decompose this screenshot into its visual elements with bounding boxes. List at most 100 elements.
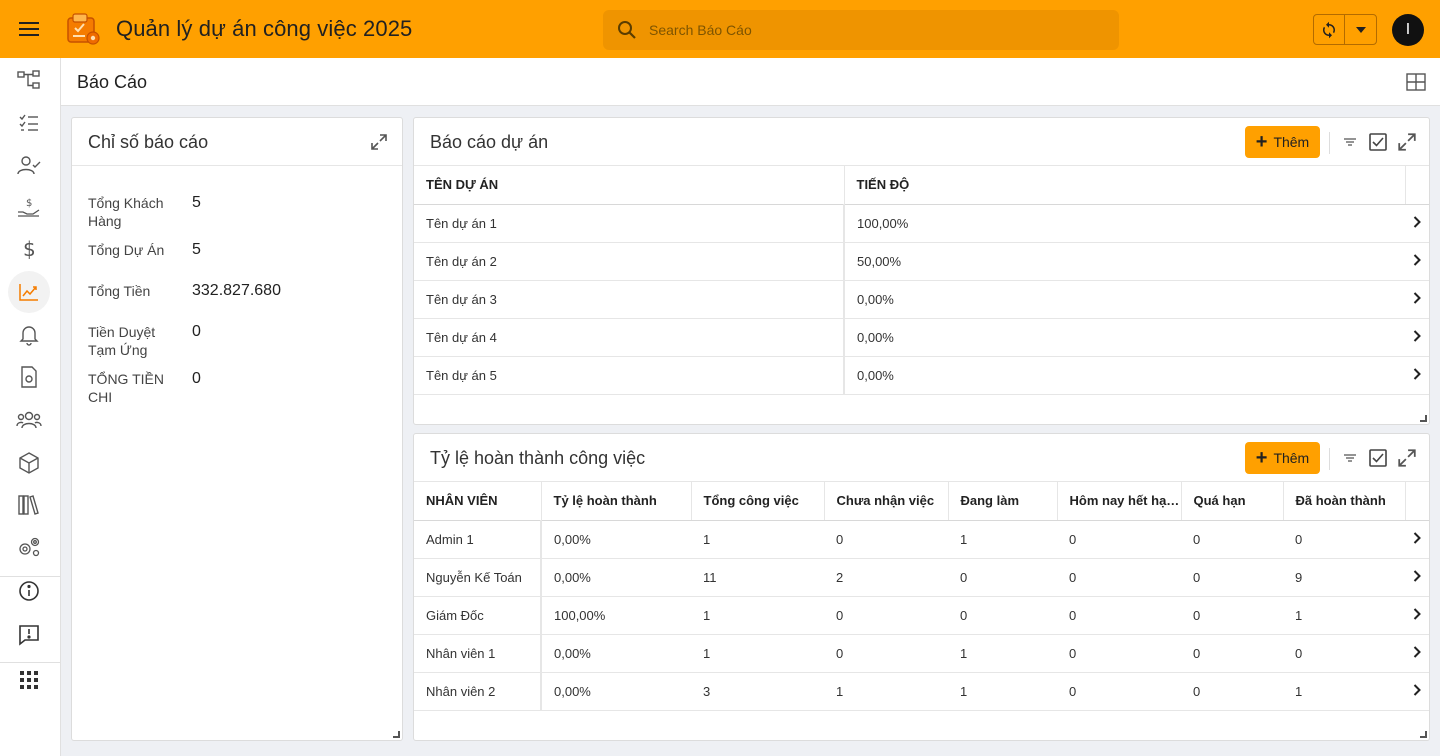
metric-label: Tổng Tiền	[88, 283, 151, 299]
table-row[interactable]: Tên dự án 4 0,00%	[414, 318, 1429, 357]
menu-button[interactable]	[0, 0, 58, 58]
sidebar-item-users[interactable]	[8, 144, 50, 186]
workflow-icon	[17, 70, 40, 89]
table-row[interactable]: Giám Đốc 100,00% 1 0 0 0 0 1	[414, 596, 1429, 635]
sidebar-item-payment[interactable]: $	[8, 186, 50, 228]
layout-grid-icon[interactable]	[1406, 72, 1426, 92]
hand-money-icon: $	[18, 198, 40, 217]
sidebar-item-products[interactable]	[8, 442, 50, 484]
sidebar-item-settings[interactable]	[8, 526, 50, 568]
table-row[interactable]: Admin 1 0,00% 1 0 1 0 0 0	[414, 520, 1429, 559]
row-chevron[interactable]	[1405, 318, 1429, 357]
sidebar-item-team[interactable]	[8, 399, 50, 441]
sidebar-item-library[interactable]	[8, 484, 50, 526]
column-header[interactable]: Đang làm	[948, 482, 1058, 521]
column-header[interactable]: Chưa nhận việc	[824, 482, 949, 521]
metric-label: TỔNG TIỀN CHI	[88, 371, 164, 405]
total-tasks-cell: 1	[691, 520, 824, 559]
expand-icon[interactable]	[1397, 448, 1417, 468]
sync-button[interactable]	[1314, 15, 1345, 44]
filter-icon[interactable]	[1340, 132, 1360, 152]
table-row[interactable]: Nhân viên 1 0,00% 1 0 1 0 0 0	[414, 634, 1429, 673]
sync-icon	[1323, 21, 1335, 38]
task-panel-header: Tỷ lệ hoàn thành công việc + Thêm	[414, 434, 1429, 482]
metric-label: Tiền Duyệt Tạm Ứng	[88, 324, 156, 358]
sidebar-item-notifications[interactable]	[8, 314, 50, 356]
sidebar-item-feedback[interactable]	[8, 614, 50, 656]
column-header[interactable]: TÊN DỰ ÁN	[414, 166, 845, 205]
row-chevron[interactable]	[1405, 356, 1429, 395]
sidebar-item-documents[interactable]	[8, 356, 50, 398]
library-icon	[18, 495, 39, 515]
row-chevron[interactable]	[1405, 634, 1429, 673]
checkbox-select-icon[interactable]	[1368, 132, 1388, 152]
sidebar-item-apps[interactable]	[8, 659, 50, 701]
metric-label: Tổng Khách Hàng	[88, 195, 164, 229]
feedback-icon	[19, 625, 39, 646]
overdue-cell: 0	[1181, 596, 1283, 635]
metric-value: 0	[192, 323, 201, 340]
project-progress-cell: 0,00%	[844, 318, 1405, 357]
search-input[interactable]	[649, 22, 1089, 38]
column-header[interactable]: NHÂN VIÊN	[414, 482, 542, 521]
table-row[interactable]: Tên dự án 1 100,00%	[414, 204, 1429, 243]
add-task-button[interactable]: + Thêm	[1245, 442, 1320, 474]
column-header[interactable]: Tỷ lệ hoàn thành	[541, 482, 692, 521]
filter-icon[interactable]	[1340, 448, 1360, 468]
chevron-right-icon	[1413, 291, 1421, 304]
in-progress-cell: 0	[948, 558, 1057, 597]
add-project-button[interactable]: + Thêm	[1245, 126, 1320, 158]
row-chevron[interactable]	[1405, 672, 1429, 711]
search-bar[interactable]	[603, 10, 1119, 50]
row-chevron[interactable]	[1405, 242, 1429, 281]
resize-handle[interactable]	[1420, 415, 1427, 422]
add-button-label: Thêm	[1273, 450, 1310, 466]
resize-handle[interactable]	[1420, 731, 1427, 738]
sidebar-item-workflow[interactable]	[8, 59, 50, 101]
column-header-spacer	[1405, 482, 1429, 521]
project-table: TÊN DỰ ÁN TIẾN ĐỘ Tên dự án 1 100,00% Tê…	[414, 166, 1429, 395]
row-chevron[interactable]	[1405, 558, 1429, 597]
chevron-right-icon	[1413, 569, 1421, 582]
table-row[interactable]: Tên dự án 2 50,00%	[414, 242, 1429, 281]
column-header[interactable]: Quá hạn	[1181, 482, 1284, 521]
app-title: Quản lý dự án công việc 2025	[116, 16, 413, 41]
sidebar-item-tasks[interactable]	[8, 102, 50, 144]
due-today-cell: 0	[1057, 558, 1181, 597]
project-progress-cell: 50,00%	[844, 242, 1405, 281]
table-row[interactable]: Tên dự án 3 0,00%	[414, 280, 1429, 319]
metric-value: 5	[192, 194, 201, 211]
app-logo	[66, 11, 102, 47]
table-row[interactable]: Nhân viên 2 0,00% 3 1 1 0 0 1	[414, 672, 1429, 711]
row-chevron[interactable]	[1405, 520, 1429, 559]
chevron-right-icon	[1413, 531, 1421, 544]
column-header[interactable]: Tổng công việc	[691, 482, 825, 521]
checkbox-select-icon[interactable]	[1368, 448, 1388, 468]
table-row[interactable]: Nguyễn Kế Toán 0,00% 11 2 0 0 0 9	[414, 558, 1429, 597]
total-tasks-cell: 3	[691, 672, 824, 711]
in-progress-cell: 1	[948, 634, 1057, 673]
add-button-label: Thêm	[1273, 134, 1310, 150]
unassigned-cell: 0	[824, 634, 948, 673]
completed-cell: 1	[1283, 672, 1405, 711]
sidebar-item-finance[interactable]: $	[8, 228, 50, 270]
row-chevron[interactable]	[1405, 204, 1429, 243]
column-header[interactable]: Đã hoàn thành	[1283, 482, 1406, 521]
plus-icon: +	[1255, 131, 1268, 153]
sidebar-item-info[interactable]	[8, 570, 50, 612]
due-today-cell: 0	[1057, 672, 1181, 711]
user-avatar[interactable]: I	[1392, 14, 1424, 46]
column-header[interactable]: TIẾN ĐỘ	[844, 166, 1406, 205]
task-table: NHÂN VIÊN Tỷ lệ hoàn thành Tổng công việ…	[414, 482, 1429, 711]
due-today-cell: 0	[1057, 596, 1181, 635]
resize-handle[interactable]	[393, 731, 400, 738]
sync-dropdown-button[interactable]	[1345, 15, 1376, 44]
column-header[interactable]: Hôm nay hết hạn...	[1057, 482, 1182, 521]
expand-icon[interactable]	[370, 133, 388, 151]
sidebar-item-reports[interactable]	[8, 271, 50, 313]
table-row[interactable]: Tên dự án 5 0,00%	[414, 356, 1429, 395]
row-chevron[interactable]	[1405, 596, 1429, 635]
task-list-icon	[19, 114, 38, 131]
row-chevron[interactable]	[1405, 280, 1429, 319]
expand-icon[interactable]	[1397, 132, 1417, 152]
